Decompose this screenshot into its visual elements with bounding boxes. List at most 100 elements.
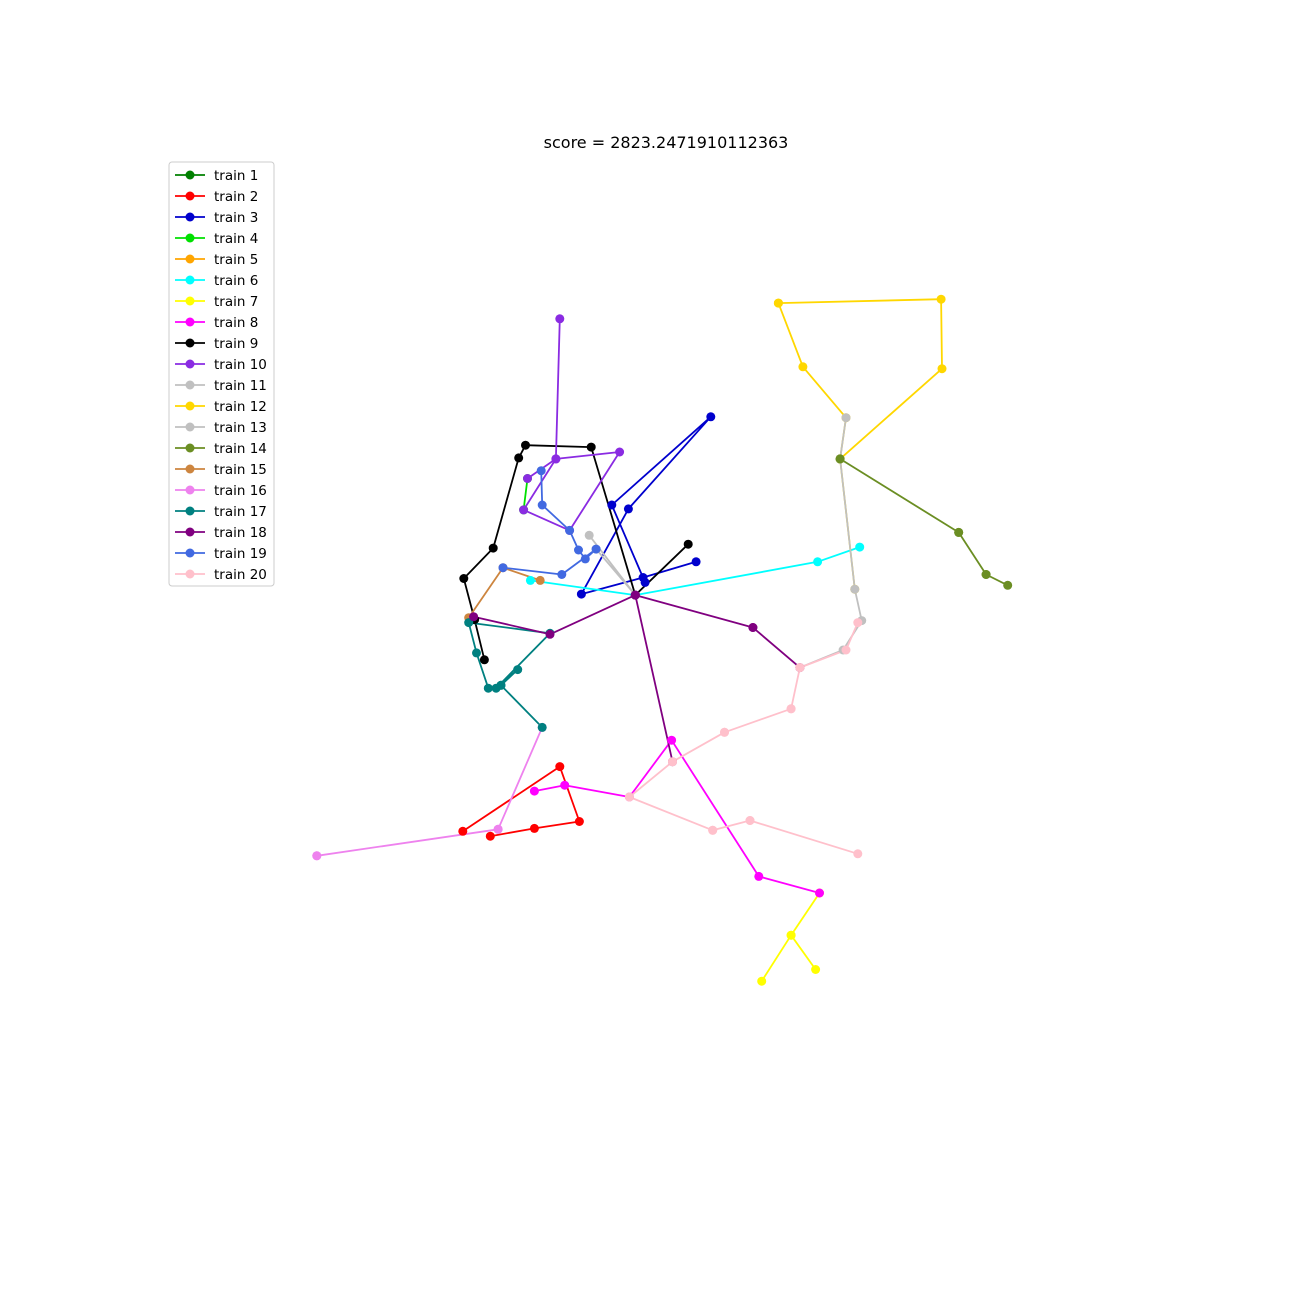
station-point-train-14-3 bbox=[1003, 580, 1013, 590]
station-point-train-16-4 bbox=[312, 851, 322, 861]
station-point-train-18-7 bbox=[545, 629, 555, 639]
legend-marker-train-18 bbox=[185, 527, 195, 537]
station-point-train-12-7 bbox=[798, 362, 808, 372]
station-point-train-2-0 bbox=[458, 826, 468, 836]
route-line-train-13 bbox=[799, 416, 863, 669]
legend-frame bbox=[168, 161, 275, 587]
station-point-train-19-7 bbox=[498, 563, 508, 573]
route-line-train-4 bbox=[522, 478, 529, 511]
station-point-train-20-13 bbox=[668, 757, 677, 767]
station-point-train-9-5 bbox=[488, 543, 498, 553]
station-point-train-18-5 bbox=[748, 623, 758, 632]
station-point-train-19-2 bbox=[565, 525, 575, 535]
route-line-train-16 bbox=[316, 726, 544, 857]
station-point-train-19-4 bbox=[580, 554, 590, 564]
route-line-train-19 bbox=[502, 470, 597, 576]
route-line-train-10 bbox=[522, 318, 621, 532]
legend-marker-train-20 bbox=[185, 569, 195, 579]
route-line-train-14 bbox=[839, 458, 1009, 587]
station-point-train-2-3 bbox=[529, 823, 539, 833]
station-point-train-7-3 bbox=[786, 930, 796, 940]
station-point-train-8-1 bbox=[754, 871, 764, 881]
station-point-train-9-8 bbox=[479, 655, 489, 665]
station-point-train-2-4 bbox=[485, 831, 495, 841]
station-point-train-8-2 bbox=[667, 735, 677, 745]
legend-label-train-1: train 1 bbox=[214, 168, 258, 184]
legend-marker-train-10 bbox=[185, 359, 195, 369]
station-point-train-7-2 bbox=[811, 965, 821, 974]
station-point-train-20-9 bbox=[853, 849, 863, 859]
station-point-train-16-3 bbox=[493, 824, 503, 834]
route-line-train-18 bbox=[473, 594, 801, 763]
station-point-train-3-0 bbox=[691, 557, 701, 567]
station-point-train-10-0 bbox=[555, 314, 565, 324]
legend-marker-train-4 bbox=[185, 233, 195, 243]
route-line-train-8 bbox=[534, 739, 820, 894]
legend-label-train-4: train 4 bbox=[214, 231, 258, 247]
station-point-train-19-6 bbox=[557, 570, 567, 579]
legend-label-train-20: train 20 bbox=[214, 567, 267, 583]
station-point-train-12-2 bbox=[937, 364, 947, 374]
station-point-train-20-1 bbox=[841, 645, 851, 655]
legend-label-train-12: train 12 bbox=[214, 399, 267, 415]
legend-marker-train-6 bbox=[185, 275, 195, 285]
legend-marker-train-14 bbox=[185, 443, 195, 453]
route-line-train-6 bbox=[530, 546, 860, 596]
legend-items: train 1 train 2 train 3 train 4 train 5 train… bbox=[175, 168, 267, 583]
legend-label-train-13: train 13 bbox=[214, 420, 267, 436]
legend-marker-train-5 bbox=[185, 254, 195, 264]
legend-label-train-2: train 2 bbox=[214, 189, 258, 205]
legend-label-train-19: train 19 bbox=[214, 546, 267, 562]
station-point-train-19-5 bbox=[591, 544, 601, 554]
legend-label-train-11: train 11 bbox=[214, 378, 267, 394]
station-point-train-17-2 bbox=[513, 665, 523, 675]
legend-label-train-3: train 3 bbox=[214, 210, 258, 226]
station-point-train-14-5 bbox=[954, 527, 964, 537]
station-point-train-14-4 bbox=[981, 570, 991, 579]
legend-marker-train-1 bbox=[185, 170, 195, 180]
station-point-train-6-3 bbox=[525, 575, 535, 585]
legend-marker-train-16 bbox=[185, 485, 195, 495]
station-point-train-20-10 bbox=[745, 816, 755, 825]
legend-label-train-18: train 18 bbox=[214, 525, 267, 541]
legend: train 1 train 2 train 3 train 4 train 5 train… bbox=[168, 161, 275, 587]
legend-label-train-6: train 6 bbox=[214, 273, 258, 289]
station-point-train-17-8 bbox=[496, 680, 506, 690]
station-point-train-20-16 bbox=[795, 663, 805, 673]
station-point-train-8-5 bbox=[529, 786, 539, 796]
station-point-train-19-0 bbox=[536, 466, 546, 476]
station-point-train-6-1 bbox=[813, 557, 823, 567]
station-point-train-19-3 bbox=[574, 545, 583, 555]
route-lines bbox=[316, 298, 1009, 982]
station-point-train-9-6 bbox=[459, 574, 469, 583]
legend-label-train-17: train 17 bbox=[214, 504, 267, 520]
station-point-train-13-1 bbox=[841, 413, 851, 423]
station-point-train-8-4 bbox=[560, 780, 570, 790]
route-line-train-15 bbox=[467, 566, 541, 619]
station-point-train-20-15 bbox=[786, 704, 796, 714]
legend-marker-train-12 bbox=[185, 401, 195, 411]
station-point-train-18-6 bbox=[630, 590, 640, 600]
station-point-train-3-3 bbox=[623, 504, 633, 514]
route-line-train-3 bbox=[580, 415, 712, 595]
station-point-train-10-4 bbox=[615, 447, 625, 457]
station-point-train-12-8 bbox=[773, 298, 783, 308]
station-point-train-9-3 bbox=[521, 440, 530, 450]
station-point-train-18-8 bbox=[469, 612, 479, 622]
legend-marker-train-8 bbox=[185, 317, 195, 327]
legend-label-train-10: train 10 bbox=[214, 357, 267, 373]
station-point-train-9-2 bbox=[586, 442, 596, 452]
legend-label-train-15: train 15 bbox=[214, 462, 267, 478]
station-point-train-8-0 bbox=[815, 888, 824, 898]
legend-marker-train-7 bbox=[185, 296, 195, 306]
legend-marker-train-11 bbox=[185, 380, 195, 390]
legend-marker-train-2 bbox=[185, 191, 195, 201]
route-line-train-17 bbox=[467, 621, 551, 729]
legend-marker-train-17 bbox=[185, 506, 195, 516]
station-point-train-2-1 bbox=[555, 762, 565, 772]
legend-marker-train-9 bbox=[185, 338, 195, 348]
legend-label-train-14: train 14 bbox=[214, 441, 267, 457]
station-point-train-10-6 bbox=[523, 474, 532, 483]
legend-marker-train-19 bbox=[185, 548, 195, 558]
